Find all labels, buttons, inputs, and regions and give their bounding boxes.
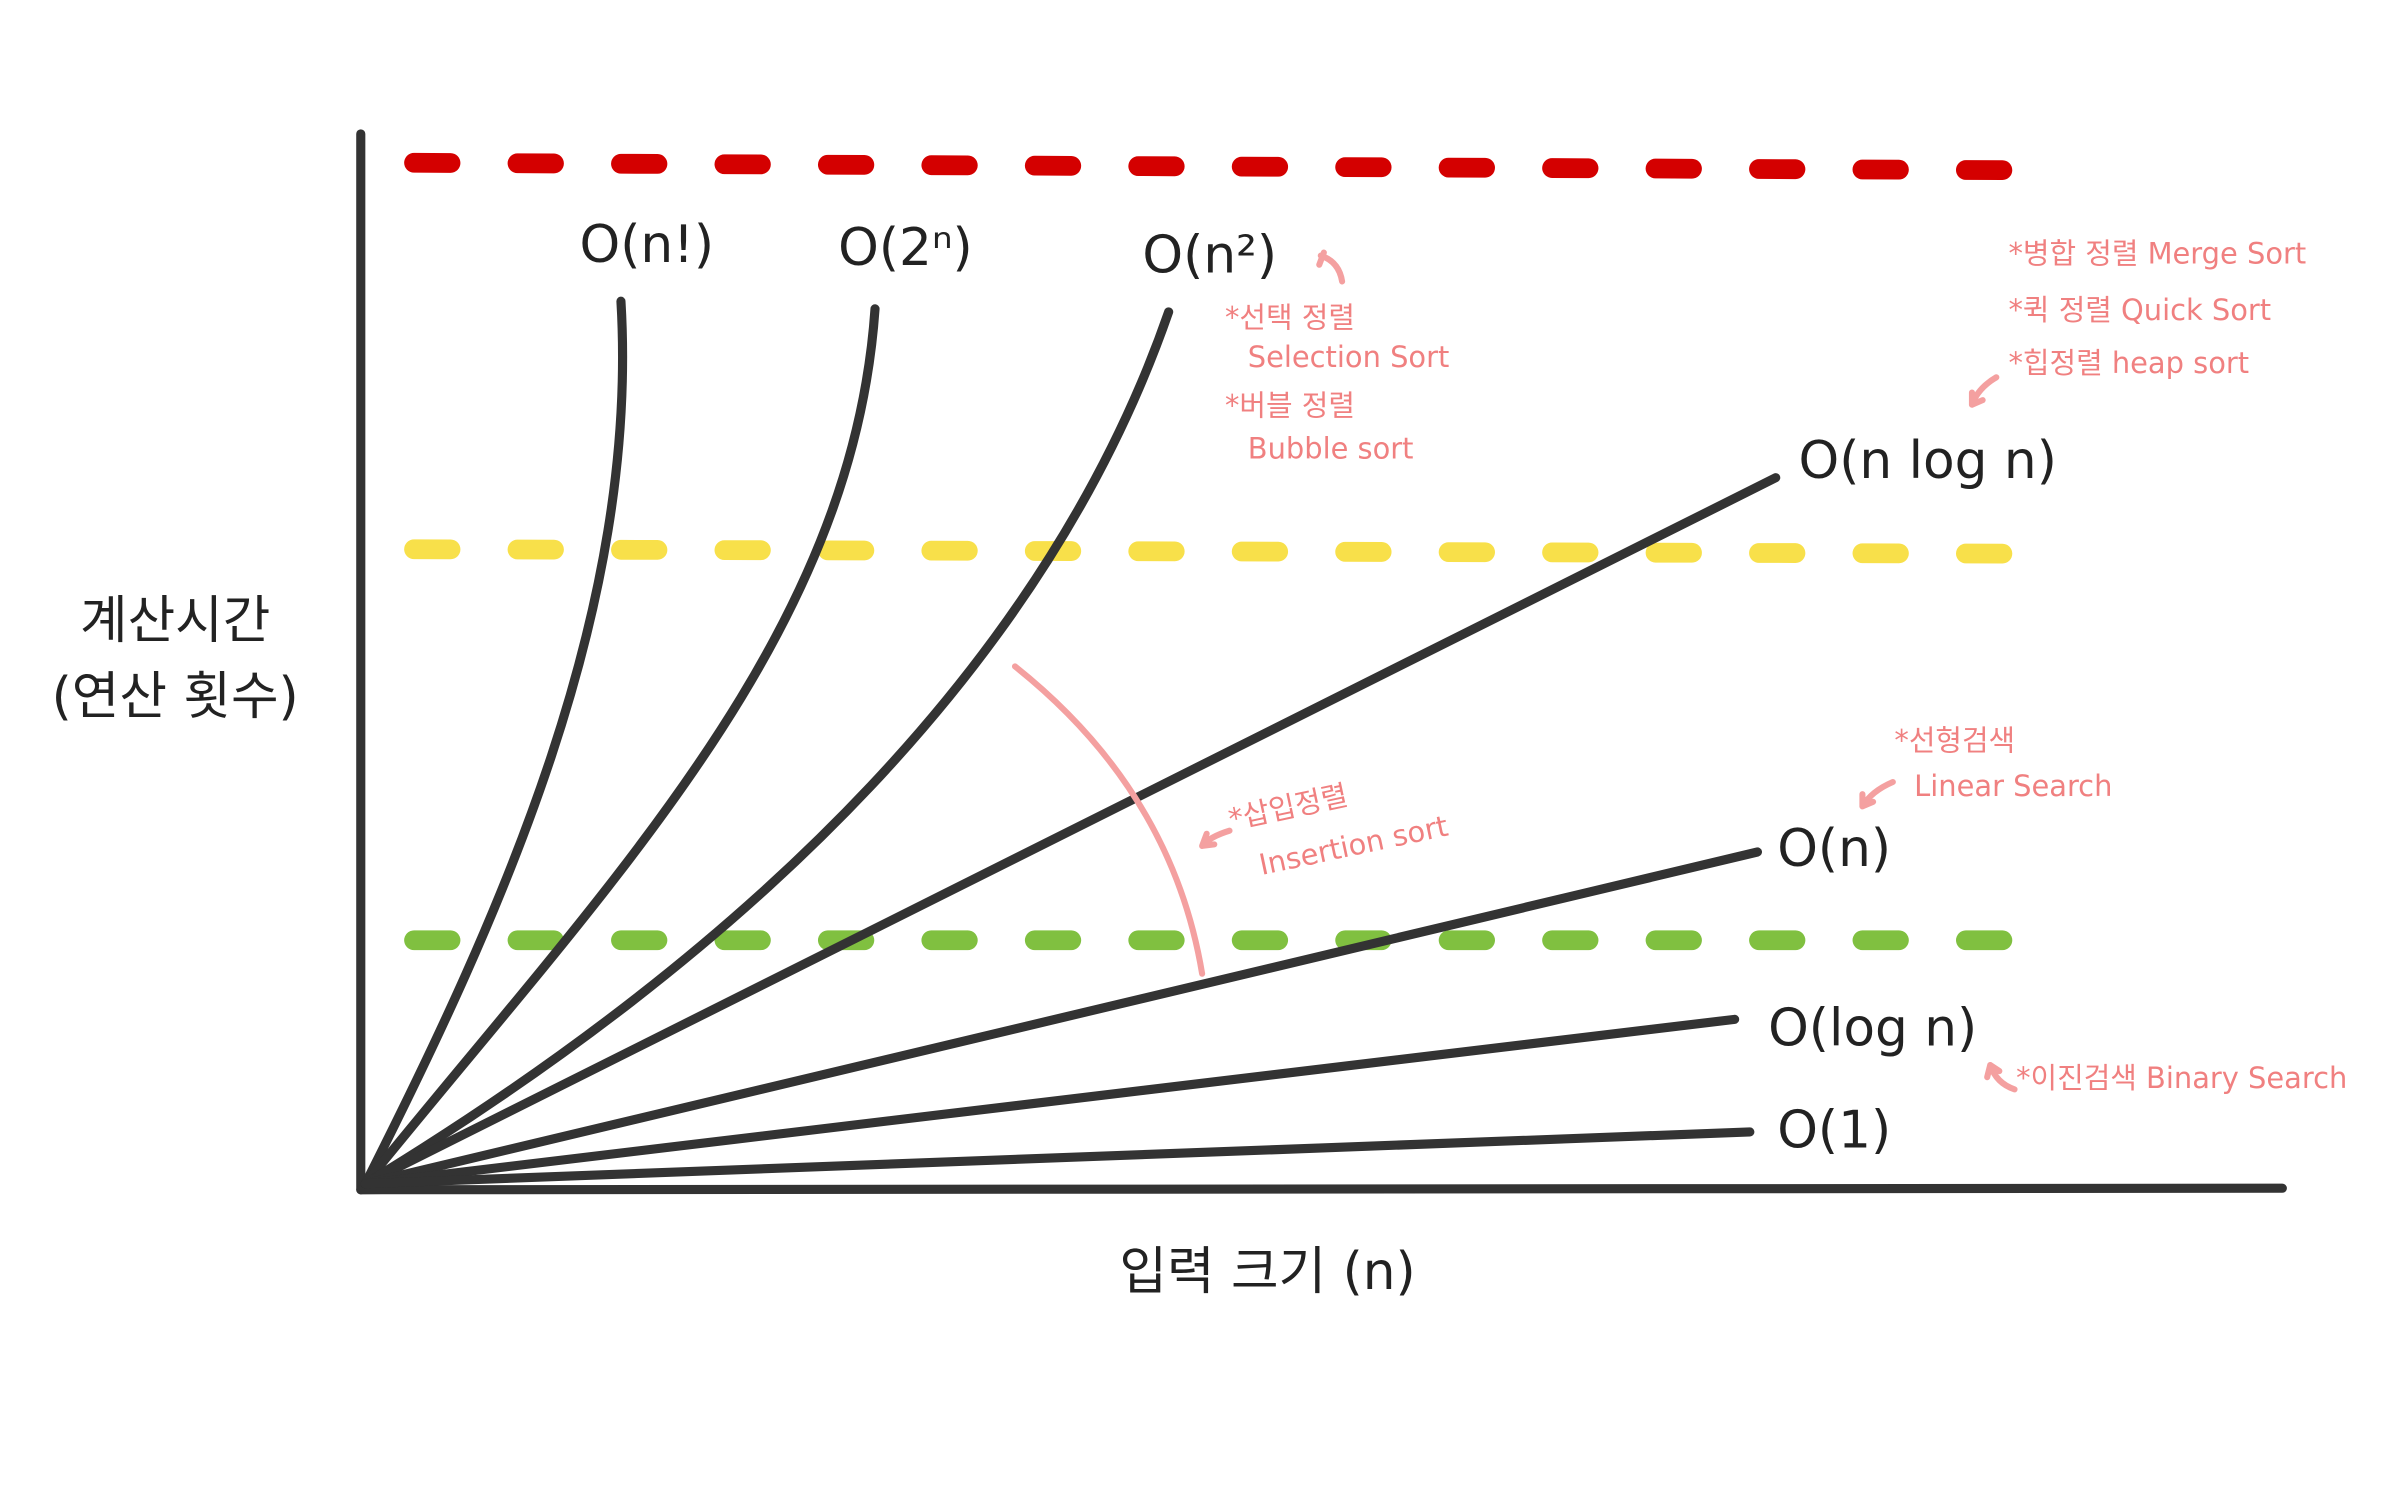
annotation: *삽입정렬: [1226, 778, 1351, 836]
annotation: *선택 정렬: [1225, 301, 1355, 335]
annotation: *병합 정렬 Merge Sort: [2008, 237, 2306, 271]
annotation: Bubble sort: [1248, 431, 1414, 465]
annotation: Linear Search: [1914, 769, 2112, 803]
curve: [360, 473, 1781, 1189]
red-threshold: [404, 152, 2068, 181]
yellow-threshold: [404, 539, 2068, 564]
curve-label: O(log n): [1768, 999, 1977, 1059]
curve-label: O(n): [1777, 819, 1891, 879]
curve: [360, 1014, 1740, 1189]
curve: [360, 847, 1763, 1189]
annotation: *힙정렬 heap sort: [2008, 346, 2249, 380]
curve-label: O(n²): [1142, 226, 1277, 286]
x-axis-label: 입력 크기 (n): [1119, 1242, 1415, 1302]
arrow: [1984, 1061, 2018, 1093]
annotation: *버블 정렬: [1225, 389, 1355, 423]
curve-label: O(n!): [580, 215, 715, 275]
annotation: *퀵 정렬 Quick Sort: [2008, 293, 2271, 327]
x-axis: [356, 1183, 2287, 1195]
annotation: *이진검색 Binary Search: [2016, 1061, 2347, 1095]
arrow: [1859, 778, 1896, 810]
y-axis-label: 계산시간: [80, 591, 270, 651]
insertion-arc: [1011, 663, 1206, 977]
arrow: [1316, 249, 1346, 285]
y-axis-label: (연산 횟수): [52, 667, 299, 727]
curve: [360, 304, 880, 1189]
curve: [360, 307, 1174, 1189]
curve-label: O(2ⁿ): [838, 218, 973, 278]
arrow: [1199, 827, 1233, 849]
arrow: [1968, 374, 2000, 408]
annotation: Selection Sort: [1248, 340, 1450, 374]
annotation: *선형검색: [1894, 723, 2015, 757]
curve-label: O(1): [1777, 1100, 1891, 1160]
curve: [360, 296, 628, 1189]
curve: [360, 1127, 1755, 1189]
curve-label: O(n log n): [1799, 431, 2057, 491]
